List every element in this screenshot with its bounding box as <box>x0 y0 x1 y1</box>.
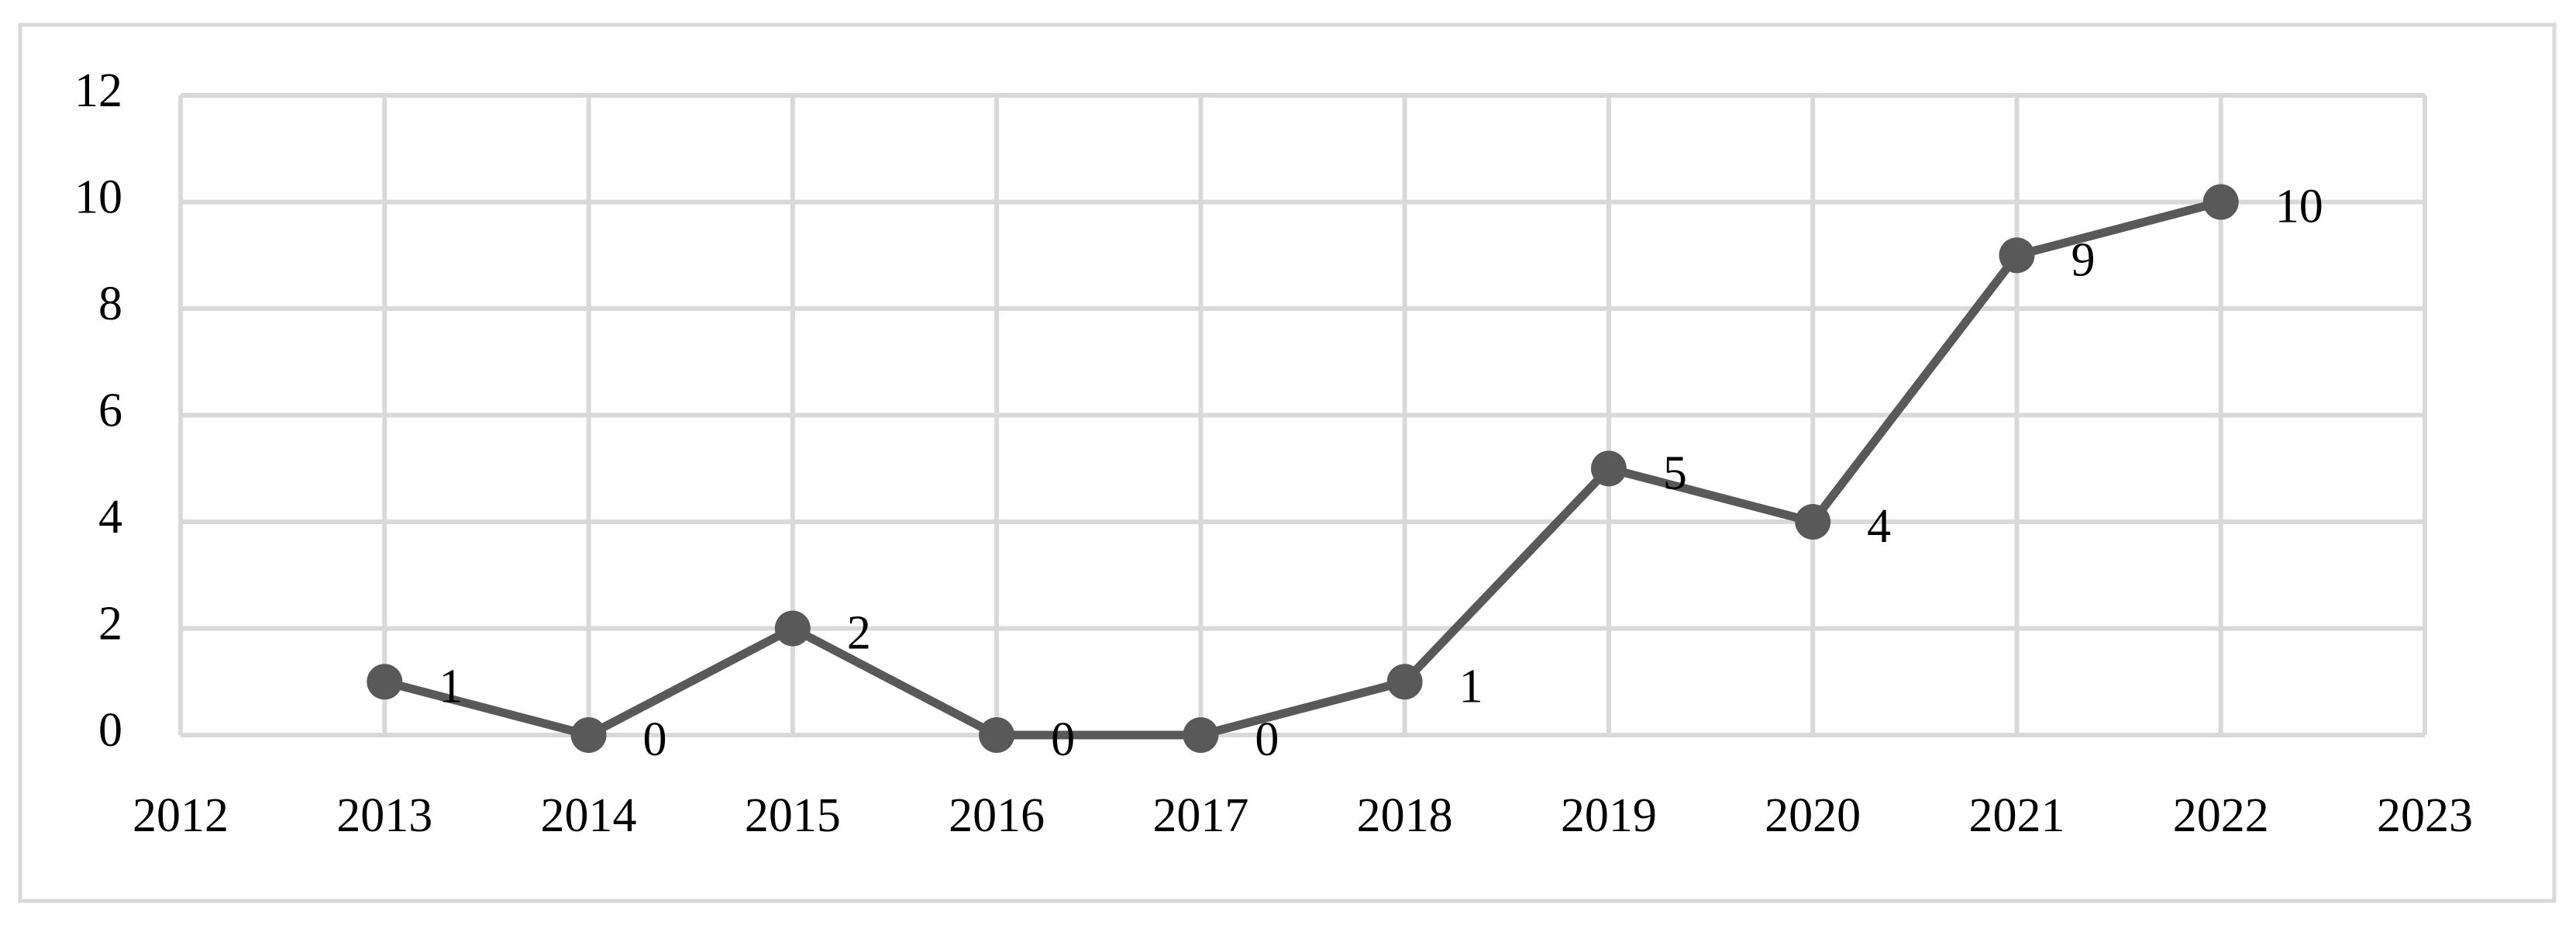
y-tick-label: 4 <box>98 491 122 544</box>
data-point <box>570 717 607 753</box>
data-point <box>774 610 811 647</box>
data-label: 5 <box>1663 447 1687 499</box>
x-tick-label: 2014 <box>541 789 637 842</box>
x-tick-label: 2013 <box>336 789 432 842</box>
x-tick-label: 2019 <box>1561 789 1657 842</box>
chart-frame <box>18 22 2557 903</box>
x-tick-label: 2023 <box>2377 789 2473 842</box>
data-point <box>1590 450 1627 487</box>
y-tick-label: 12 <box>74 64 122 117</box>
data-line <box>383 198 2223 740</box>
x-tick-label: 2017 <box>1152 789 1248 842</box>
y-tick-label: 10 <box>74 171 122 224</box>
data-label: 10 <box>2275 181 2323 233</box>
y-tick-label: 2 <box>98 598 122 651</box>
data-label: 4 <box>1867 500 1891 553</box>
data-point <box>1386 664 1423 700</box>
data-point <box>1183 717 1219 753</box>
data-label: 0 <box>643 713 667 766</box>
y-tick-label: 0 <box>98 704 122 757</box>
x-tick-label: 2012 <box>133 789 229 842</box>
x-tick-label: 2022 <box>2173 789 2269 842</box>
y-tick-label: 8 <box>98 278 122 330</box>
data-label: 2 <box>847 607 871 660</box>
data-label: 0 <box>1051 713 1075 766</box>
data-label: 1 <box>439 660 463 713</box>
data-point <box>979 717 1015 753</box>
x-tick-label: 2021 <box>1968 789 2065 842</box>
data-point <box>1999 237 2035 274</box>
x-tick-label: 2020 <box>1765 789 1861 842</box>
data-point <box>2202 184 2239 220</box>
x-tick-label: 2018 <box>1357 789 1453 842</box>
data-label: 1 <box>1459 660 1483 713</box>
data-point <box>1795 504 1831 540</box>
x-tick-label: 2016 <box>949 789 1045 842</box>
data-label: 0 <box>1255 713 1279 766</box>
data-point <box>367 664 403 700</box>
x-tick-label: 2015 <box>745 789 841 842</box>
data-label: 9 <box>2071 233 2095 286</box>
y-tick-label: 6 <box>98 385 122 437</box>
